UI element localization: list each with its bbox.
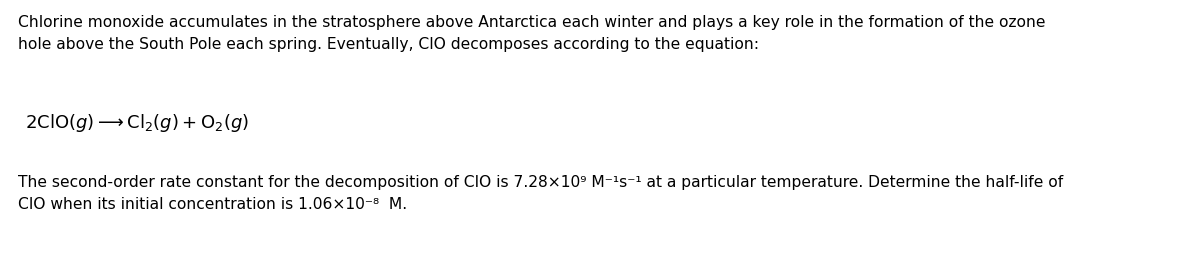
Text: $2\mathrm{ClO}(g) \longrightarrow \mathrm{Cl_2}(g) + \mathrm{O_2}(g)$: $2\mathrm{ClO}(g) \longrightarrow \mathr… — [25, 112, 250, 134]
Text: The second-order rate constant for the decomposition of ClO is 7.28×10⁹ M⁻¹s⁻¹ a: The second-order rate constant for the d… — [18, 175, 1063, 212]
Text: Chlorine monoxide accumulates in the stratosphere above Antarctica each winter a: Chlorine monoxide accumulates in the str… — [18, 15, 1045, 51]
